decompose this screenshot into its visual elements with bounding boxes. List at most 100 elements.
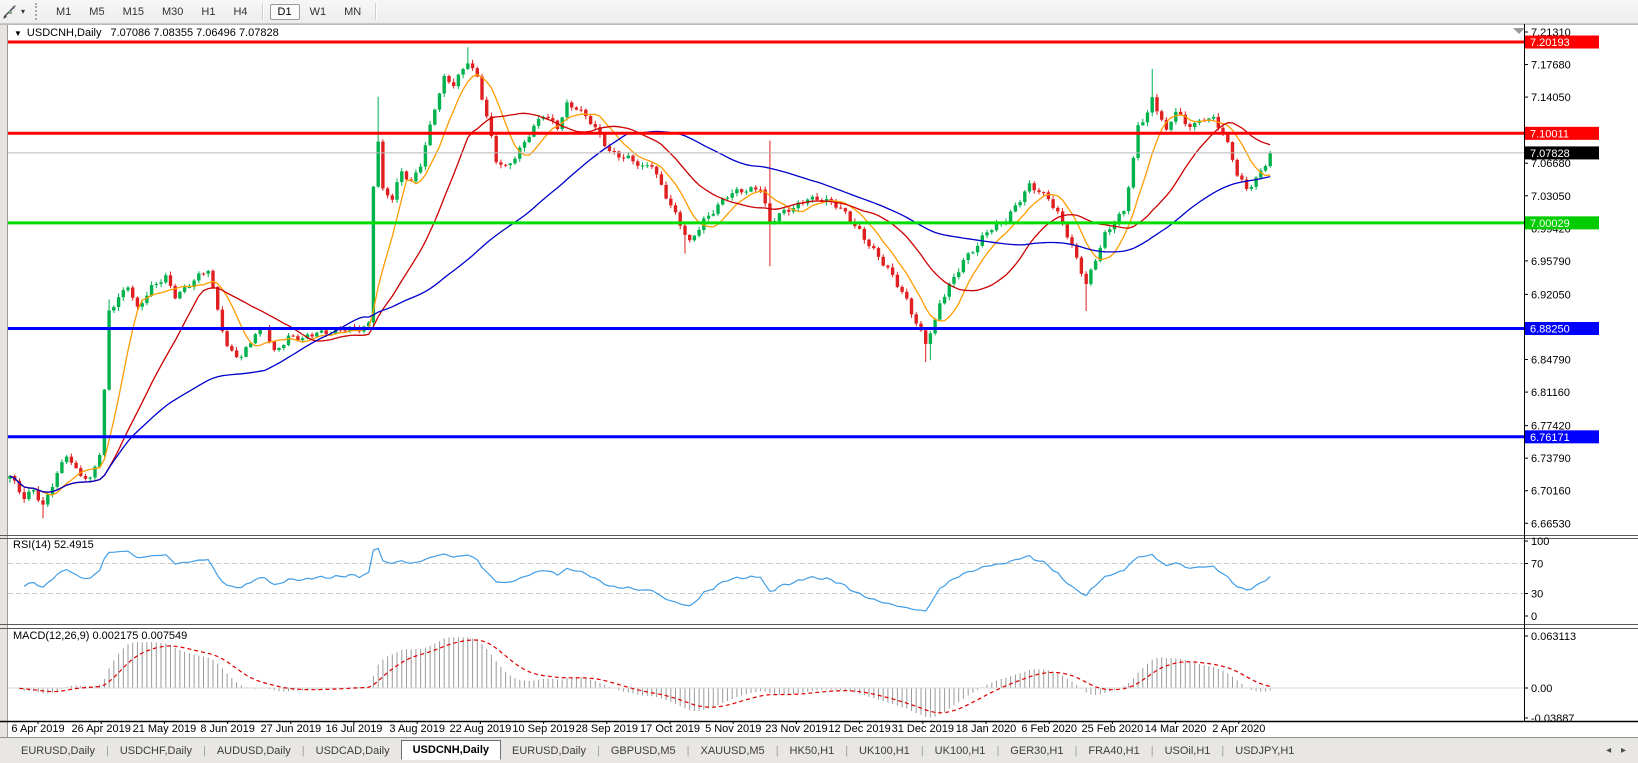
price-level-badge — [1525, 430, 1599, 444]
date-label: 23 Nov 2019 — [765, 723, 827, 735]
timeframe-button-m5[interactable]: M5 — [89, 5, 105, 18]
tab-separator: | — [1221, 744, 1225, 757]
chart-tab-eurusd-daily[interactable]: EURUSD,Daily — [512, 744, 586, 757]
price-tick-label: 6.70160 — [1531, 486, 1571, 498]
date-label: 25 Feb 2020 — [1082, 723, 1144, 735]
date-label: 17 Oct 2019 — [640, 723, 700, 735]
toolbar-grip-handle[interactable] — [35, 3, 40, 20]
date-label: 12 Dec 2019 — [828, 723, 890, 735]
price-level-badge — [1525, 146, 1599, 160]
timeframe-button-mn[interactable]: MN — [344, 5, 362, 18]
date-label: 14 Mar 2020 — [1145, 723, 1207, 735]
price-level-badge — [1525, 126, 1599, 140]
window-left-border — [0, 24, 7, 737]
date-label: 6 Feb 2020 — [1021, 723, 1077, 735]
price-tick-label: 6.92050 — [1531, 289, 1571, 301]
date-label: 26 Apr 2019 — [72, 723, 131, 735]
rsi-tick-label: 30 — [1531, 589, 1543, 601]
price-tick-label: 6.84790 — [1531, 355, 1571, 367]
chart-autoscroll-icon — [1513, 28, 1525, 34]
chart-tab-usdcnh-daily[interactable]: USDCNH,Daily — [400, 739, 502, 760]
chart-tab-audusd-daily[interactable]: AUDUSD,Daily — [216, 744, 291, 757]
date-label: 16 Jul 2019 — [326, 723, 383, 735]
price-chart-canvas[interactable]: 7.213107.176807.140507.066807.030506.994… — [0, 24, 1638, 737]
top-toolbar: ▾ M1 M5 M15 M30 H1 H4 D1 W1 MN — [0, 0, 1638, 24]
macd-histogram-group — [14, 637, 1271, 718]
tab-separator: | — [686, 744, 690, 757]
macd-signal-line — [19, 639, 1271, 714]
rsi-tick-label: 0 — [1531, 611, 1537, 623]
date-label: 6 Apr 2019 — [11, 723, 64, 735]
price-tick-label: 6.95790 — [1531, 256, 1571, 268]
price-level-badge-label: 7.10011 — [1530, 128, 1569, 140]
timeframe-button-h1[interactable]: H1 — [201, 5, 216, 18]
ma-line-fast — [9, 73, 1271, 496]
chart-tab-ger30-h1[interactable]: GER30,H1 — [1010, 744, 1064, 757]
tab-separator: | — [920, 744, 924, 757]
tab-separator: | — [996, 744, 1000, 757]
macd-tick-label: 0.063113 — [1531, 631, 1576, 643]
chart-background — [0, 24, 1638, 737]
crosshair-tool-icon — [3, 4, 16, 19]
tab-separator: | — [845, 744, 849, 757]
date-label: 3 Aug 2019 — [389, 723, 445, 735]
rsi-tick-label: 70 — [1531, 559, 1543, 571]
price-level-badge — [1525, 216, 1599, 230]
macd-tick-label: 0.00 — [1531, 683, 1552, 695]
chart-window: 7.213107.176807.140507.066807.030506.994… — [0, 24, 1638, 737]
price-tick-label: 7.06680 — [1531, 158, 1571, 170]
price-tick-label: 6.73790 — [1531, 453, 1571, 465]
tool-dropdown-icon[interactable]: ▾ — [21, 7, 26, 16]
timeframe-button-m30[interactable]: M30 — [161, 5, 184, 18]
date-label: 22 Aug 2019 — [450, 723, 512, 735]
tab-separator: | — [1150, 744, 1154, 757]
tab-separator: | — [301, 744, 305, 757]
tab-scroll-buttons: ◂ ▸ — [1599, 745, 1638, 756]
price-level-badge-label: 6.76171 — [1530, 432, 1570, 444]
tab-separator: | — [202, 744, 206, 757]
date-label: 31 Dec 2019 — [892, 723, 954, 735]
timeframe-button-d1[interactable]: D1 — [269, 3, 300, 20]
chart-tab-usdcad-daily[interactable]: USDCAD,Daily — [315, 744, 390, 757]
price-tick-label: 7.17680 — [1531, 60, 1571, 72]
price-level-badge-label: 7.20193 — [1530, 37, 1570, 49]
chart-tab-usdjpy-h1[interactable]: USDJPY,H1 — [1235, 744, 1295, 757]
chart-tab-xauusd-m5[interactable]: XAUUSD,M5 — [700, 744, 765, 757]
timeframe-button-m15[interactable]: M15 — [122, 5, 144, 18]
date-label: 18 Jan 2020 — [956, 723, 1017, 735]
chart-tab-gbpusd-m5[interactable]: GBPUSD,M5 — [610, 744, 676, 757]
tab-scroll-right-icon[interactable]: ▸ — [1620, 745, 1626, 756]
date-label: 8 Jun 2019 — [200, 723, 254, 735]
rsi-line — [23, 547, 1271, 612]
rsi-tick-label: 100 — [1531, 536, 1549, 548]
timeframe-button-w1[interactable]: W1 — [309, 5, 327, 18]
price-tick-label: 6.77420 — [1531, 421, 1571, 433]
price-level-badge — [1525, 322, 1599, 336]
chart-tab-eurusd-daily[interactable]: EURUSD,Daily — [21, 744, 95, 757]
chart-tab-uk100-h1[interactable]: UK100,H1 — [934, 744, 986, 757]
timeframe-buttons: M1 M5 M15 M30 H1 H4 D1 W1 MN — [47, 3, 382, 20]
chart-tab-uk100-h1[interactable]: UK100,H1 — [859, 744, 910, 757]
date-label: 27 Jun 2019 — [261, 723, 322, 735]
timeframe-button-h4[interactable]: H4 — [233, 5, 248, 18]
chart-tab-usdchf-daily[interactable]: USDCHF,Daily — [119, 744, 192, 757]
date-label: 28 Sep 2019 — [576, 723, 638, 735]
tab-separator: | — [775, 744, 779, 757]
tab-scroll-left-icon[interactable]: ◂ — [1606, 745, 1612, 756]
chart-tab-hk50-h1[interactable]: HK50,H1 — [789, 744, 835, 757]
tab-separator: | — [105, 744, 109, 757]
line-studies-tool-button[interactable]: ▾ — [0, 4, 29, 20]
tab-separator: | — [1074, 744, 1078, 757]
price-level-badge — [1525, 35, 1599, 49]
price-level-badge-label: 7.07828 — [1530, 148, 1570, 160]
price-tick-label: 7.03050 — [1531, 191, 1571, 203]
macd-tick-label: -0.03887 — [1531, 713, 1574, 725]
price-tick-label: 6.81160 — [1531, 387, 1570, 399]
price-tick-label: 6.66530 — [1531, 518, 1571, 530]
price-level-badge-label: 7.00029 — [1530, 218, 1570, 230]
tab-separator: | — [596, 744, 600, 757]
price-tick-label: 7.14050 — [1531, 92, 1571, 104]
timeframe-button-m1[interactable]: M1 — [56, 5, 72, 18]
chart-tab-usoil-h1[interactable]: USOil,H1 — [1164, 744, 1211, 757]
chart-tab-fra40-h1[interactable]: FRA40,H1 — [1088, 744, 1140, 757]
